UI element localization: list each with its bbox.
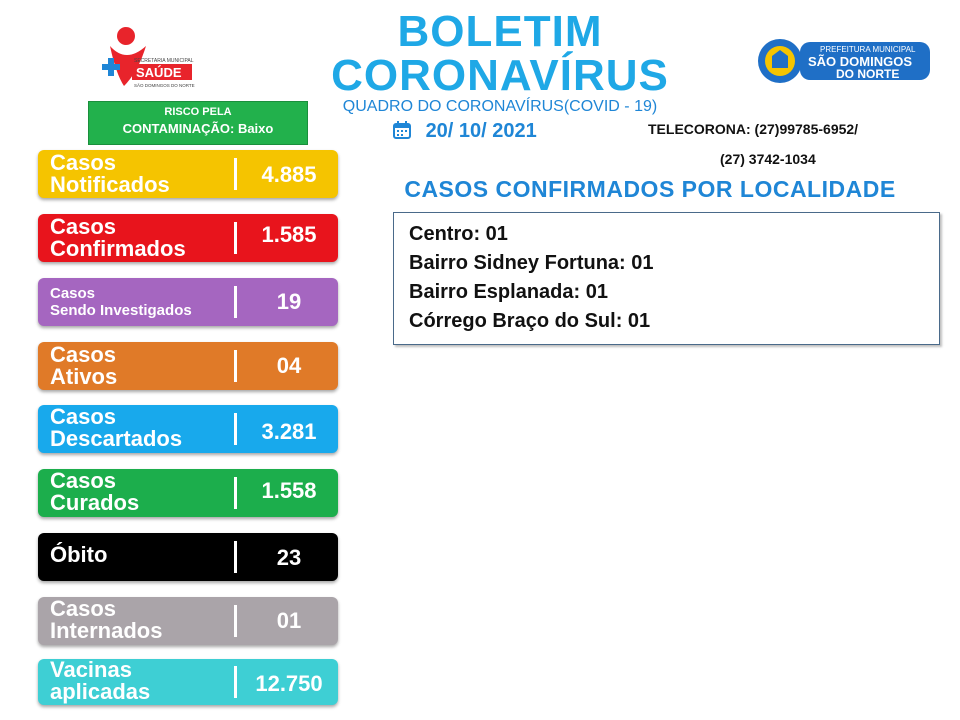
stat-label-line1: Casos	[50, 596, 117, 621]
stat-separator	[234, 541, 237, 573]
stat-card-curados: Casos Curados 1.558	[38, 469, 338, 517]
stat-card-internados: Casos Internados 01	[38, 597, 338, 645]
locality-box: Centro: 01 Bairro Sidney Fortuna: 01 Bai…	[393, 212, 940, 345]
stat-label-line2: Internados	[50, 618, 163, 643]
stat-label-line1: Casos	[50, 342, 117, 367]
stat-value: 19	[276, 289, 302, 314]
locality-item: Córrego Braço do Sul: 01	[409, 310, 651, 332]
saude-logo-place: SÃO DOMINGOS DO NORTE	[134, 82, 195, 88]
stat-label-line1: Casos	[50, 468, 117, 493]
stat-label-line2: Ativos	[50, 364, 118, 389]
stat-separator	[234, 666, 237, 698]
locality-title: CASOS CONFIRMADOS POR LOCALIDADE	[404, 176, 896, 202]
stat-value: 01	[276, 608, 302, 633]
bulletin-subtitle: QUADRO DO CORONAVÍRUS(COVID - 19)	[342, 98, 658, 115]
date-text: 20/ 10/ 2021	[425, 120, 537, 142]
stat-label-line2: Confirmados	[50, 236, 186, 261]
stat-label-line1: Casos	[50, 150, 117, 175]
telecorona-line2: (27) 3742-1034	[720, 151, 816, 167]
stat-label-line1: Casos	[50, 404, 117, 429]
locality-item: Bairro Sidney Fortuna: 01	[409, 252, 654, 274]
stat-value: 4.885	[261, 162, 317, 187]
bulletin-title-line1: BOLETIM	[397, 7, 603, 56]
stat-separator	[234, 605, 237, 637]
stat-value: 1.585	[261, 222, 317, 247]
telecorona-line1: TELECORONA: (27)99785-6952/	[648, 121, 859, 137]
stat-card-obito: Óbito 23	[38, 533, 338, 581]
saude-logo-name: SAÚDE	[136, 65, 182, 80]
risk-badge: RISCO PELA CONTAMINAÇÃO: Baixo	[88, 101, 308, 145]
stat-card-confirmados: Casos Confirmados 1.585	[38, 214, 338, 262]
stat-separator	[234, 477, 237, 509]
stat-label-line1: Óbito	[50, 542, 108, 567]
saude-logo-org: SECRETARIA MUNICIPAL	[134, 58, 194, 64]
stat-label-line2: aplicadas	[50, 679, 151, 704]
stat-separator	[234, 158, 237, 190]
stat-value: 04	[276, 353, 302, 378]
stat-value: 3.281	[261, 419, 317, 444]
stat-value: 12.750	[255, 671, 323, 696]
locality-item: Centro: 01	[409, 223, 508, 245]
prefeitura-logo-name2: DO NORTE	[836, 67, 899, 81]
stat-label-line2: Curados	[50, 490, 140, 515]
stat-label-line1: Casos	[50, 285, 96, 302]
risk-line1: RISCO PELA	[164, 106, 232, 118]
stat-label-line1: Casos	[50, 214, 117, 239]
stat-card-vacinas: Vacinas aplicadas 12.750	[38, 659, 338, 705]
bulletin-title-line2: CORONAVÍRUS	[331, 51, 669, 100]
stat-label-line1: Vacinas	[50, 657, 132, 682]
stat-card-descartados: Casos Descartados 3.281	[38, 405, 338, 453]
locality-item: Bairro Esplanada: 01	[409, 281, 608, 303]
stat-card-ativos: Casos Ativos 04	[38, 342, 338, 390]
calendar-icon	[392, 120, 426, 142]
stat-value: 23	[276, 545, 302, 570]
bulletin-date: 20/ 10/ 2021	[392, 120, 537, 143]
risk-line2: CONTAMINAÇÃO: Baixo	[122, 121, 274, 136]
saude-logo: SECRETARIA MUNICIPAL SAÚDE SÃO DOMINGOS …	[96, 24, 196, 94]
prefeitura-logo-name1: SÃO DOMINGOS	[808, 54, 912, 69]
stat-separator	[234, 413, 237, 445]
stat-separator	[234, 222, 237, 254]
stat-label-line2: Descartados	[50, 426, 183, 451]
prefeitura-logo-org: PREFEITURA MUNICIPAL	[820, 45, 916, 54]
stat-label-line2: Notificados	[50, 172, 170, 197]
stat-separator	[234, 286, 237, 318]
stat-separator	[234, 350, 237, 382]
stat-label-line2: Sendo Investigados	[50, 302, 192, 319]
stat-card-notificados: Casos Notificados 4.885	[38, 150, 338, 198]
stat-card-investigados: Casos Sendo Investigados 19	[38, 278, 338, 326]
stat-value: 1.558	[261, 478, 317, 503]
prefeitura-logo: PREFEITURA MUNICIPAL SÃO DOMINGOS DO NOR…	[756, 36, 932, 86]
